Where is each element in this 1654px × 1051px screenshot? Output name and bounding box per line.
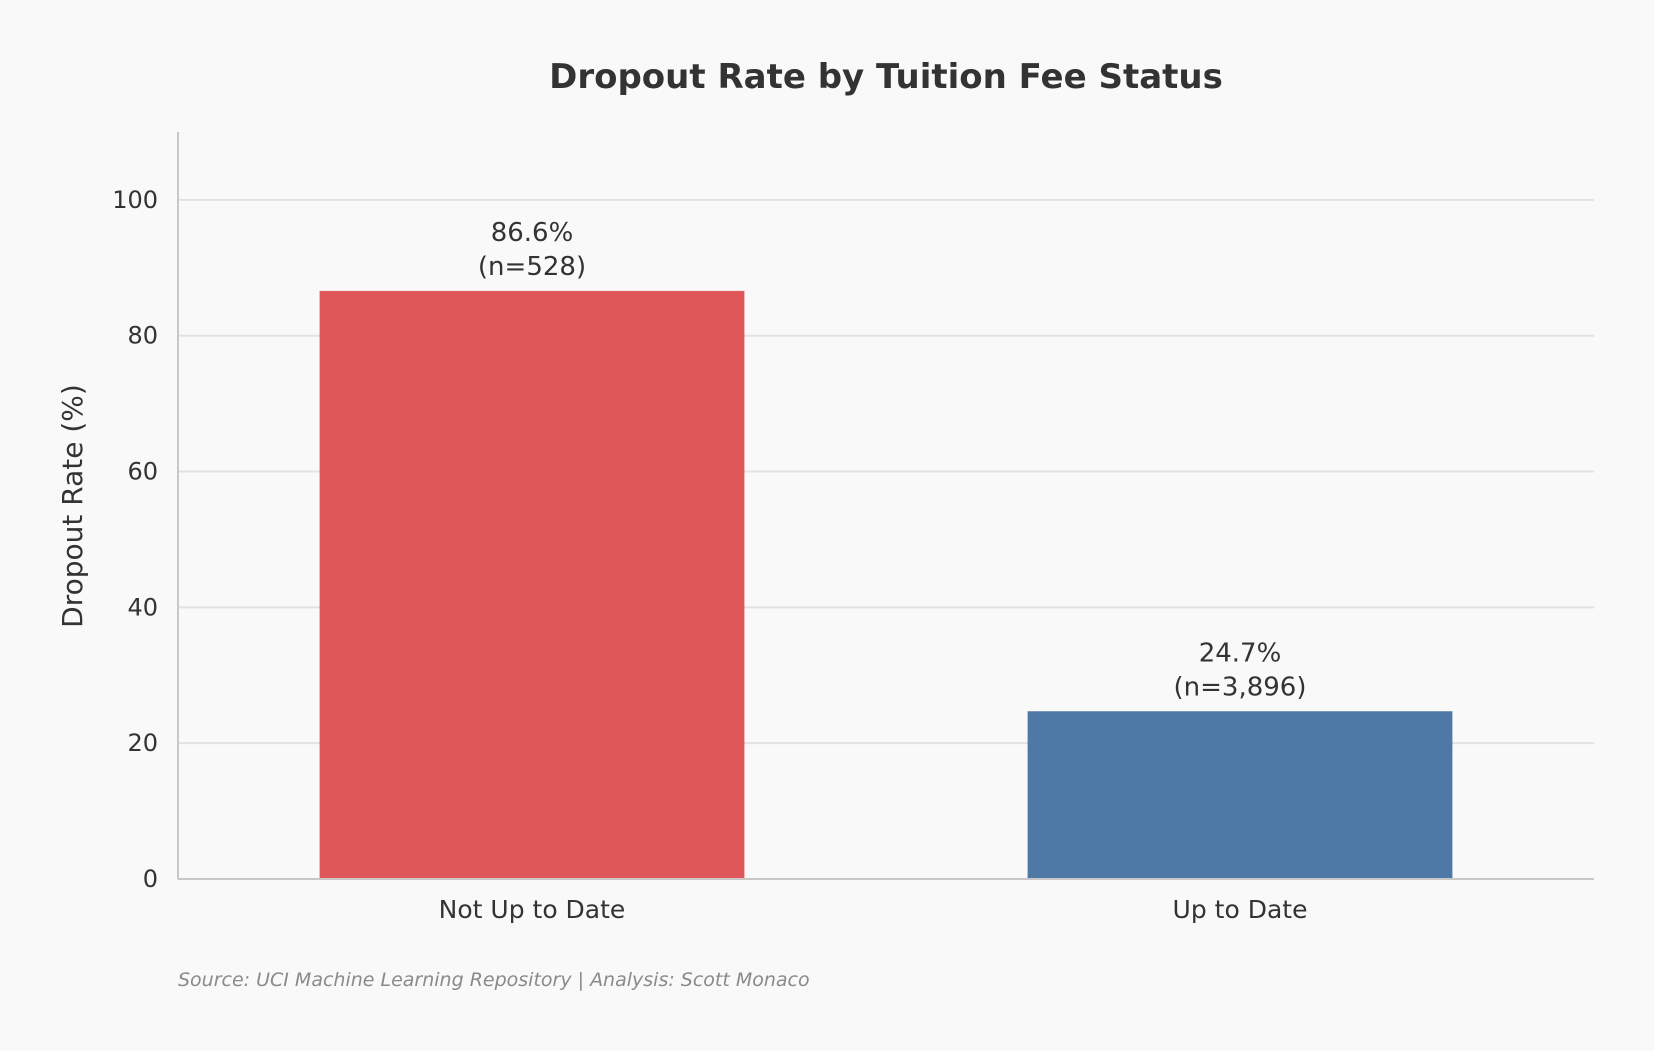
bar-1 xyxy=(319,290,745,879)
y-axis-label: Dropout Rate (%) xyxy=(56,384,89,628)
data-labels: 86.6% (n=528) 24.7% (n=3,896) xyxy=(478,218,1307,702)
bar-2 xyxy=(1027,711,1453,879)
y-tick-label: 20 xyxy=(127,729,158,757)
x-tick-label: Not Up to Date xyxy=(439,895,626,924)
source-note: Source: UCI Machine Learning Repository … xyxy=(178,969,810,991)
bar-value-label: 24.7% xyxy=(1199,638,1282,668)
bars xyxy=(319,290,1453,879)
x-tick-label: Up to Date xyxy=(1173,895,1308,924)
y-tick-label: 80 xyxy=(127,322,158,350)
chart-title: Dropout Rate by Tuition Fee Status xyxy=(549,57,1223,97)
bar-count-label: (n=528) xyxy=(478,252,586,282)
y-tick-label: 100 xyxy=(112,186,158,214)
y-tick-label: 60 xyxy=(127,458,158,486)
axes: 0 20 40 60 80 100 Not Up to Date Up to Date xyxy=(112,132,1594,924)
y-tick-label: 0 xyxy=(143,865,158,893)
bar-value-label: 86.6% xyxy=(491,218,574,248)
y-tick-label: 40 xyxy=(127,593,158,621)
bar-count-label: (n=3,896) xyxy=(1174,672,1307,702)
